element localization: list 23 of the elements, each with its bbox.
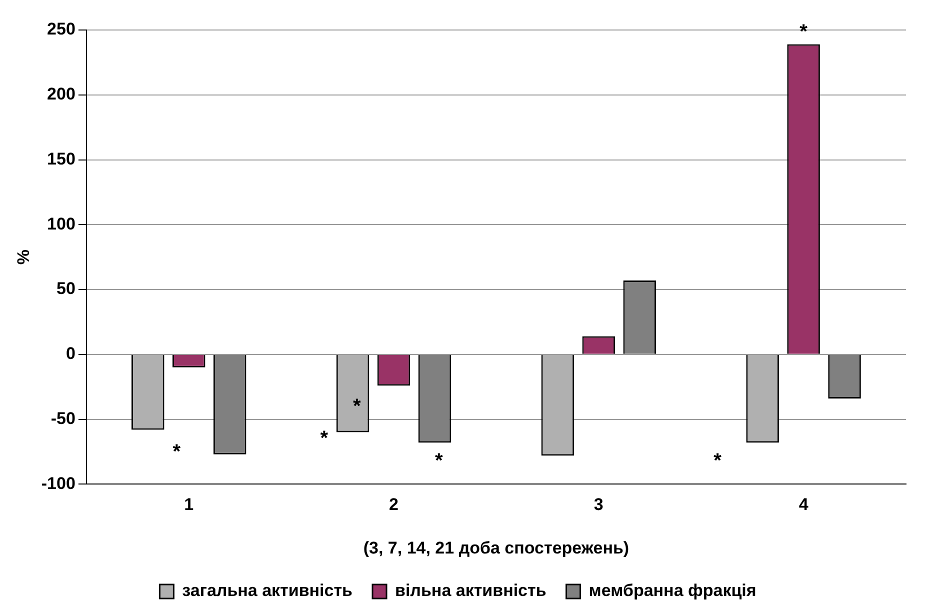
x-tick-label: 2 bbox=[389, 495, 398, 514]
x-axis-title: (3, 7, 14, 21 доба спостережень) bbox=[363, 538, 630, 558]
y-tick-label: 100 bbox=[47, 214, 76, 234]
legend-label: вільна активність bbox=[395, 581, 546, 600]
annotation: * bbox=[352, 396, 361, 418]
y-axis-title: % bbox=[14, 250, 33, 265]
annotation: * bbox=[714, 450, 722, 472]
y-tick-label: -50 bbox=[50, 409, 76, 428]
annotation: * bbox=[172, 440, 181, 463]
y-tick-label: 0 bbox=[66, 344, 76, 364]
y-tick-label: 150 bbox=[47, 149, 76, 168]
annotation: * bbox=[434, 450, 443, 472]
y-tick-label: 200 bbox=[47, 84, 76, 104]
y-tick-label: -100 bbox=[41, 474, 76, 493]
x-tick-label: 1 bbox=[184, 495, 194, 514]
legend-label: загальна активність bbox=[182, 581, 353, 600]
y-tick-label: 50 bbox=[56, 279, 76, 298]
annotation: * bbox=[320, 427, 328, 450]
x-tick-label: 4 bbox=[798, 495, 809, 514]
y-tick-label: 250 bbox=[47, 20, 76, 39]
annotation: * bbox=[800, 20, 808, 43]
legend-label: мембранна фракція bbox=[588, 581, 756, 600]
x-tick-label: 3 bbox=[594, 495, 604, 514]
